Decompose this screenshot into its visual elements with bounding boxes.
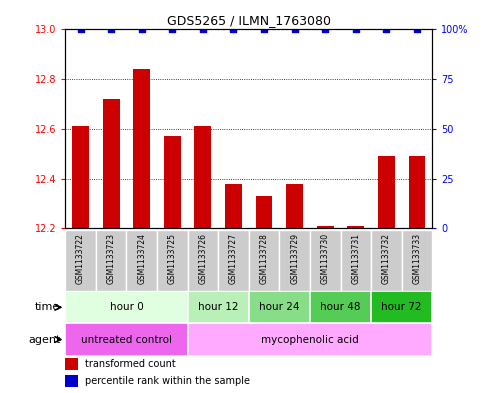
Text: hour 0: hour 0: [110, 302, 143, 312]
Point: [199, 26, 207, 33]
Bar: [371, 230, 402, 291]
Text: GSM1133723: GSM1133723: [107, 233, 115, 285]
Bar: [310, 291, 371, 323]
Point: [352, 26, 360, 33]
Bar: [65, 291, 187, 323]
Text: mycophenolic acid: mycophenolic acid: [261, 334, 359, 345]
Text: percentile rank within the sample: percentile rank within the sample: [85, 376, 250, 386]
Text: hour 72: hour 72: [382, 302, 422, 312]
Bar: [65, 230, 96, 291]
Bar: [195, 127, 211, 228]
Text: untreated control: untreated control: [81, 334, 172, 345]
Bar: [249, 291, 310, 323]
Bar: [65, 358, 78, 370]
Text: GSM1133726: GSM1133726: [199, 233, 207, 285]
Text: GSM1133730: GSM1133730: [321, 233, 330, 285]
Point: [291, 26, 298, 33]
Bar: [218, 230, 249, 291]
Text: GSM1133732: GSM1133732: [382, 233, 391, 285]
Bar: [409, 156, 426, 228]
Bar: [187, 230, 218, 291]
Bar: [65, 375, 78, 387]
Bar: [187, 291, 249, 323]
Bar: [65, 323, 187, 356]
Text: GSM1133729: GSM1133729: [290, 233, 299, 285]
Point: [169, 26, 176, 33]
Bar: [133, 69, 150, 228]
Text: GSM1133724: GSM1133724: [137, 233, 146, 285]
Bar: [225, 184, 242, 228]
Bar: [157, 230, 187, 291]
Text: GSM1133722: GSM1133722: [76, 233, 85, 284]
Bar: [341, 230, 371, 291]
Text: agent: agent: [28, 334, 60, 345]
Point: [77, 26, 85, 33]
Bar: [103, 99, 119, 228]
Text: hour 12: hour 12: [198, 302, 239, 312]
Point: [413, 26, 421, 33]
Bar: [127, 230, 157, 291]
Bar: [164, 136, 181, 228]
Text: GSM1133727: GSM1133727: [229, 233, 238, 285]
Text: transformed count: transformed count: [85, 359, 176, 369]
Bar: [187, 323, 432, 356]
Bar: [310, 230, 341, 291]
Bar: [286, 184, 303, 228]
Text: GSM1133733: GSM1133733: [412, 233, 422, 285]
Text: GSM1133728: GSM1133728: [259, 233, 269, 284]
Text: GSM1133731: GSM1133731: [351, 233, 360, 285]
Point: [383, 26, 390, 33]
Bar: [96, 230, 127, 291]
Bar: [279, 230, 310, 291]
Bar: [72, 127, 89, 228]
Point: [321, 26, 329, 33]
Bar: [347, 226, 364, 228]
Point: [138, 26, 145, 33]
Text: time: time: [35, 302, 60, 312]
Title: GDS5265 / ILMN_1763080: GDS5265 / ILMN_1763080: [167, 14, 331, 27]
Bar: [371, 291, 432, 323]
Point: [107, 26, 115, 33]
Bar: [249, 230, 279, 291]
Bar: [317, 226, 334, 228]
Text: hour 48: hour 48: [320, 302, 361, 312]
Point: [260, 26, 268, 33]
Bar: [402, 230, 432, 291]
Bar: [378, 156, 395, 228]
Point: [229, 26, 237, 33]
Text: hour 24: hour 24: [259, 302, 299, 312]
Bar: [256, 196, 272, 228]
Text: GSM1133725: GSM1133725: [168, 233, 177, 285]
